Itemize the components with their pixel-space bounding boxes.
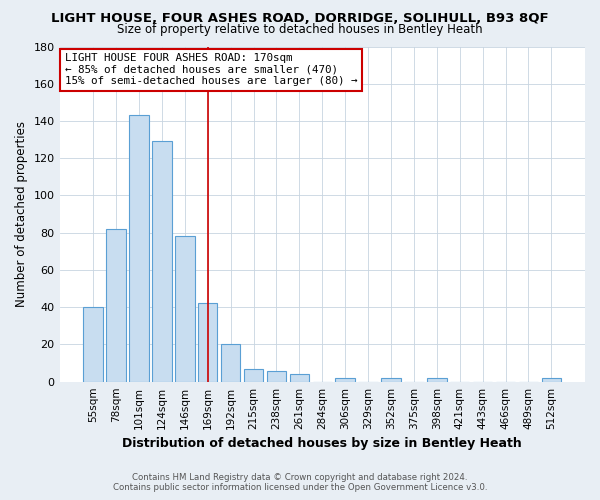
Text: Size of property relative to detached houses in Bentley Heath: Size of property relative to detached ho…: [117, 22, 483, 36]
Bar: [106, 229, 126, 382]
Bar: [83, 307, 103, 382]
Bar: [267, 370, 286, 382]
Bar: [290, 374, 309, 382]
Y-axis label: Number of detached properties: Number of detached properties: [15, 121, 28, 307]
Bar: [198, 304, 217, 382]
Text: LIGHT HOUSE FOUR ASHES ROAD: 170sqm
← 85% of detached houses are smaller (470)
1: LIGHT HOUSE FOUR ASHES ROAD: 170sqm ← 85…: [65, 53, 357, 86]
Bar: [244, 368, 263, 382]
Text: Contains HM Land Registry data © Crown copyright and database right 2024.: Contains HM Land Registry data © Crown c…: [132, 473, 468, 482]
Bar: [542, 378, 561, 382]
Bar: [152, 142, 172, 382]
Bar: [175, 236, 194, 382]
Text: Contains public sector information licensed under the Open Government Licence v3: Contains public sector information licen…: [113, 483, 487, 492]
Bar: [335, 378, 355, 382]
Bar: [427, 378, 446, 382]
Bar: [129, 116, 149, 382]
Bar: [381, 378, 401, 382]
X-axis label: Distribution of detached houses by size in Bentley Heath: Distribution of detached houses by size …: [122, 437, 522, 450]
Bar: [221, 344, 241, 382]
Text: LIGHT HOUSE, FOUR ASHES ROAD, DORRIDGE, SOLIHULL, B93 8QF: LIGHT HOUSE, FOUR ASHES ROAD, DORRIDGE, …: [51, 12, 549, 26]
